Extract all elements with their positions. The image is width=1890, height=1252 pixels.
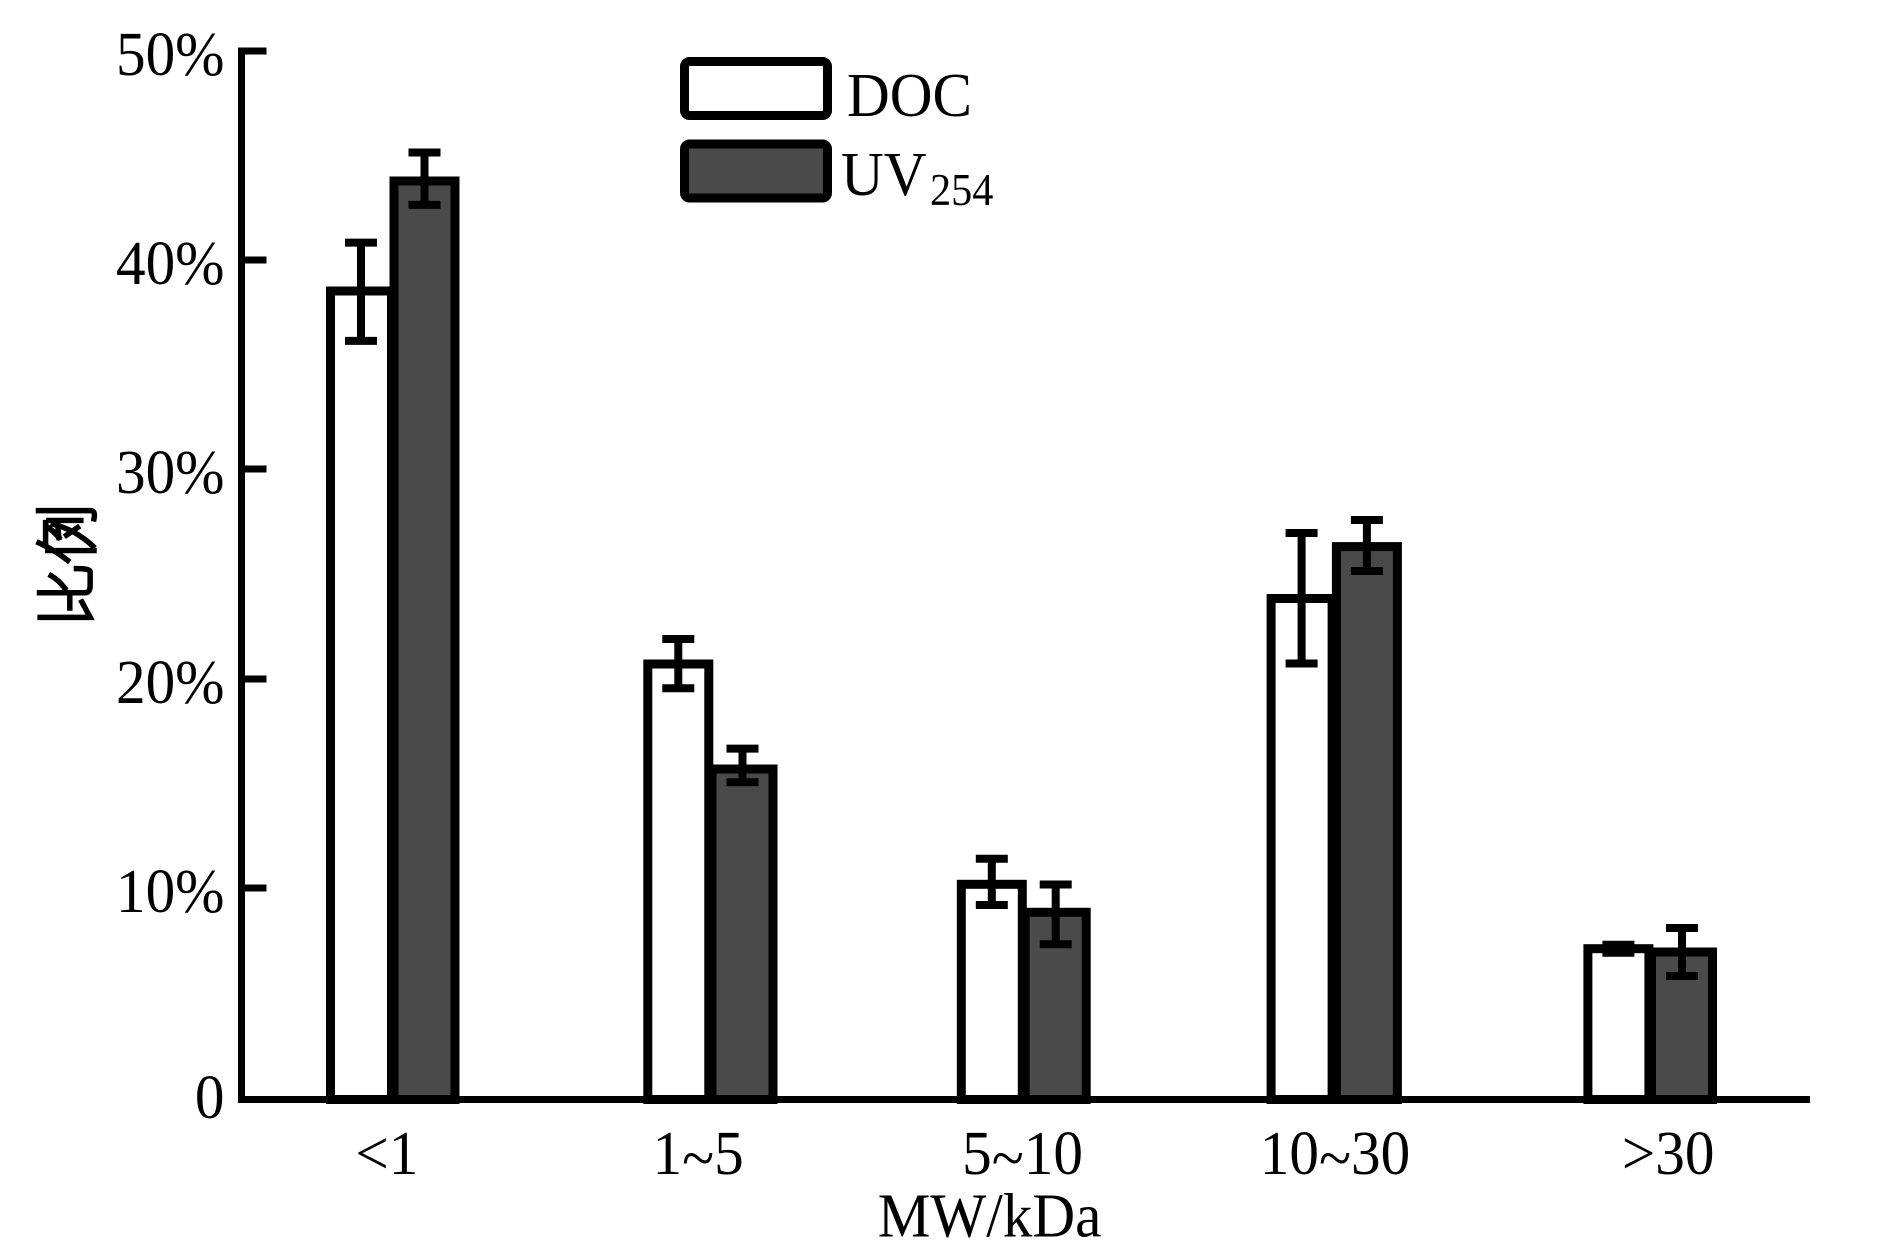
svg-text:DOC: DOC (847, 61, 972, 130)
svg-text:<1: <1 (355, 1119, 418, 1188)
svg-text:UV: UV (841, 140, 927, 209)
svg-text:30%: 30% (116, 438, 225, 507)
svg-text:50%: 50% (116, 20, 225, 89)
svg-text:40%: 40% (116, 229, 225, 298)
svg-text:5~10: 5~10 (962, 1119, 1083, 1193)
svg-text:10%: 10% (116, 857, 225, 926)
svg-text:>30: >30 (1622, 1119, 1715, 1188)
svg-text:20%: 20% (116, 648, 225, 717)
svg-text:10~30: 10~30 (1260, 1119, 1410, 1193)
svg-text:1~5: 1~5 (652, 1119, 743, 1193)
svg-text:0: 0 (195, 1063, 225, 1132)
svg-text:MW/kDa: MW/kDa (878, 1182, 1102, 1251)
svg-text:254: 254 (930, 166, 994, 215)
